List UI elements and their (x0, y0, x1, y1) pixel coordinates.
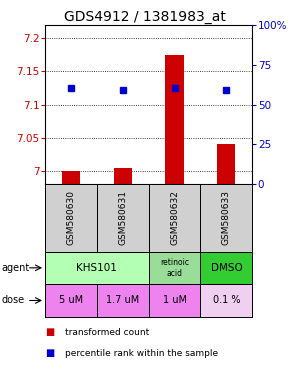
Bar (148, 184, 200, 252)
Bar (166, 55, 184, 184)
Bar (97, 184, 148, 252)
Text: ■: ■ (45, 327, 54, 337)
Text: 0.1 %: 0.1 % (213, 295, 240, 306)
Text: GSM580631: GSM580631 (118, 190, 127, 245)
Text: agent: agent (1, 263, 30, 273)
Text: 1 uM: 1 uM (162, 295, 186, 306)
Text: KHS101: KHS101 (76, 263, 117, 273)
Bar (114, 168, 132, 184)
Bar (62, 171, 80, 184)
Bar (200, 284, 252, 317)
Bar (148, 252, 200, 284)
Bar (217, 144, 235, 184)
Bar (148, 284, 200, 317)
Text: transformed count: transformed count (65, 328, 150, 337)
Text: GDS4912 / 1381983_at: GDS4912 / 1381983_at (64, 10, 226, 23)
Text: GSM580630: GSM580630 (66, 190, 75, 245)
Bar (45, 252, 148, 284)
Bar (45, 284, 97, 317)
Bar (45, 184, 97, 252)
Text: DMSO: DMSO (211, 263, 242, 273)
Text: dose: dose (1, 295, 25, 306)
Text: GSM580633: GSM580633 (222, 190, 231, 245)
Text: ■: ■ (45, 348, 54, 358)
Bar (200, 184, 252, 252)
Text: 1.7 uM: 1.7 uM (106, 295, 139, 306)
Text: percentile rank within the sample: percentile rank within the sample (65, 349, 218, 358)
Bar (200, 252, 252, 284)
Bar (97, 284, 148, 317)
Text: 5 uM: 5 uM (59, 295, 83, 306)
Text: GSM580632: GSM580632 (170, 190, 179, 245)
Text: retinoic
acid: retinoic acid (160, 258, 189, 278)
